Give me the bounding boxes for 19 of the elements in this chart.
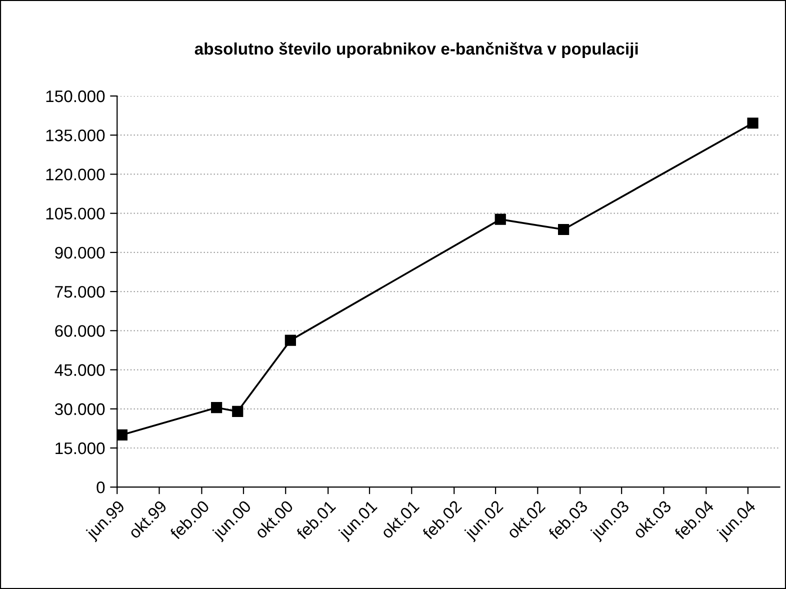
y-tick-label: 30.000 bbox=[54, 403, 105, 416]
y-tick-label: 60.000 bbox=[55, 325, 105, 337]
y-tick-label: 90.000 bbox=[55, 246, 105, 259]
point bbox=[494, 214, 506, 225]
point bbox=[284, 334, 296, 346]
y-tick-label: 45.000 bbox=[54, 364, 105, 376]
y-tick-label: 135.000 bbox=[46, 130, 105, 142]
point bbox=[747, 118, 758, 129]
y-tick-label: 105.000 bbox=[46, 208, 105, 220]
y-tick-label: 75.000 bbox=[55, 286, 105, 298]
point bbox=[211, 402, 222, 414]
point bbox=[558, 224, 570, 236]
y-tick-label: 0 bbox=[96, 482, 105, 494]
point bbox=[117, 429, 128, 441]
y-tick-label: 150.000 bbox=[46, 90, 105, 102]
y-tick-label: 15.000 bbox=[56, 442, 105, 454]
chart-title: absolutno število uporabnikov e-bančništva v populaciji bbox=[194, 42, 638, 58]
point bbox=[232, 406, 244, 418]
y-tick-label: 120.000 bbox=[46, 168, 105, 180]
